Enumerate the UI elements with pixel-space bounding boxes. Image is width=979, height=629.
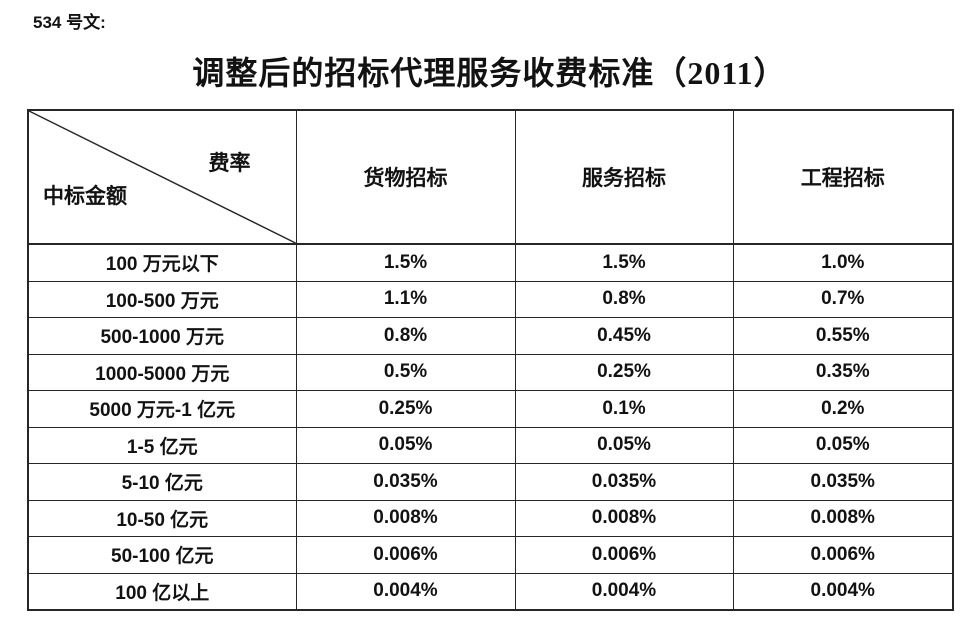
doc-number-label: 534 号文:	[33, 13, 106, 32]
rate-value-cell: 0.035%	[295, 463, 516, 501]
rate-value-cell: 1.5%	[295, 243, 516, 282]
corner-cell: 费率 中标金额	[27, 109, 297, 245]
amount-range-cell: 100-500 万元	[27, 280, 297, 318]
table-row: 100 万元以下 1.5% 1.5% 1.0%	[27, 243, 954, 282]
rate-value-cell: 0.8%	[295, 317, 516, 355]
table-row: 1-5 亿元 0.05% 0.05% 0.05%	[27, 426, 954, 464]
rate-value-cell: 0.55%	[732, 317, 954, 355]
table-row: 10-50 亿元 0.008% 0.008% 0.008%	[27, 499, 954, 537]
rate-value-cell: 0.006%	[295, 536, 516, 574]
rate-value-cell: 0.5%	[295, 353, 516, 391]
amount-range-cell: 100 亿以上	[27, 572, 297, 611]
rate-value-cell: 1.1%	[295, 280, 516, 318]
rate-value-cell: 0.05%	[732, 426, 954, 464]
rate-value-cell: 1.5%	[514, 243, 734, 282]
rate-value-cell: 0.05%	[295, 426, 516, 464]
amount-range-cell: 100 万元以下	[27, 243, 297, 282]
fee-table: 费率 中标金额 货物招标 服务招标 工程招标 100 万元以下 1.5% 1.5% 1.0…	[27, 109, 954, 611]
rate-value-cell: 0.035%	[732, 463, 954, 501]
rate-value-cell: 0.05%	[514, 426, 734, 464]
fee-table-body: 100 万元以下 1.5% 1.5% 1.0% 100-500 万元 1.1% 0.8% 0.…	[27, 243, 954, 611]
table-row: 100 亿以上 0.004% 0.004% 0.004%	[27, 572, 954, 611]
rate-value-cell: 0.25%	[514, 353, 734, 391]
rate-value-cell: 0.45%	[514, 317, 734, 355]
table-row: 5000 万元-1 亿元 0.25% 0.1% 0.2%	[27, 390, 954, 428]
rate-value-cell: 0.006%	[514, 536, 734, 574]
rate-value-cell: 0.8%	[514, 280, 734, 318]
amount-range-cell: 50-100 亿元	[27, 536, 297, 574]
amount-range-cell: 500-1000 万元	[27, 317, 297, 355]
rate-value-cell: 0.035%	[514, 463, 734, 501]
rate-value-cell: 0.008%	[514, 499, 734, 537]
table-row: 1000-5000 万元 0.5% 0.25% 0.35%	[27, 353, 954, 391]
table-row: 500-1000 万元 0.8% 0.45% 0.55%	[27, 317, 954, 355]
column-header: 货物招标	[295, 109, 516, 245]
table-row: 5-10 亿元 0.035% 0.035% 0.035%	[27, 463, 954, 501]
header-row: 费率 中标金额 货物招标 服务招标 工程招标	[27, 109, 954, 245]
rate-value-cell: 0.006%	[732, 536, 954, 574]
rate-value-cell: 0.008%	[295, 499, 516, 537]
amount-range-cell: 5-10 亿元	[27, 463, 297, 501]
amount-range-cell: 1-5 亿元	[27, 426, 297, 464]
rate-value-cell: 1.0%	[732, 243, 954, 282]
table-row: 100-500 万元 1.1% 0.8% 0.7%	[27, 280, 954, 318]
rate-value-cell: 0.25%	[295, 390, 516, 428]
page-title: 调整后的招标代理服务收费标准（2011）	[192, 55, 787, 91]
rate-value-cell: 0.004%	[295, 572, 516, 611]
amount-range-cell: 1000-5000 万元	[27, 353, 297, 391]
corner-label-rate: 费率	[208, 151, 251, 175]
rate-value-cell: 0.004%	[732, 572, 954, 611]
amount-range-cell: 5000 万元-1 亿元	[27, 390, 297, 428]
rate-value-cell: 0.2%	[732, 390, 954, 428]
rate-value-cell: 0.35%	[732, 353, 954, 391]
rate-value-cell: 0.008%	[732, 499, 954, 537]
rate-value-cell: 0.7%	[732, 280, 954, 318]
rate-value-cell: 0.1%	[514, 390, 734, 428]
corner-label-amount: 中标金额	[43, 184, 127, 208]
rate-value-cell: 0.004%	[514, 572, 734, 611]
table-row: 50-100 亿元 0.006% 0.006% 0.006%	[27, 536, 954, 574]
diagonal-line	[29, 111, 296, 243]
column-header: 服务招标	[514, 109, 734, 245]
column-header: 工程招标	[732, 109, 954, 245]
amount-range-cell: 10-50 亿元	[27, 499, 297, 537]
